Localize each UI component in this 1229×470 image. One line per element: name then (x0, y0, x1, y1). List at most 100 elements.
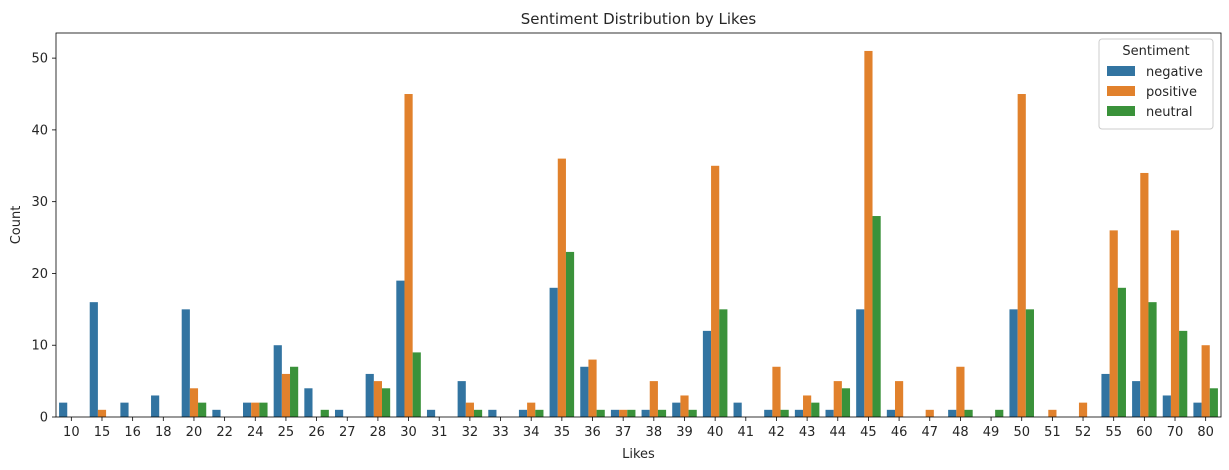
x-tick-label: 15 (94, 425, 111, 440)
x-tick-label: 49 (983, 425, 1000, 440)
bar-negative-32 (457, 381, 466, 417)
bar-positive-55 (1109, 230, 1118, 417)
x-tick-label: 55 (1105, 425, 1122, 440)
bar-negative-15 (89, 302, 98, 417)
bar-positive-25 (281, 373, 291, 417)
bar-negative-30 (396, 280, 405, 417)
bar-neutral-20 (198, 402, 207, 417)
x-tick-label: 18 (155, 425, 172, 440)
bar-neutral-25 (290, 366, 299, 417)
bar-negative-41 (733, 402, 742, 417)
x-tick-label: 32 (462, 425, 479, 440)
x-tick-label: 20 (186, 425, 203, 440)
bar-negative-36 (580, 366, 589, 417)
x-tick-label: 39 (676, 425, 693, 440)
bar-negative-40 (702, 330, 712, 417)
x-tick-label: 60 (1136, 425, 1153, 440)
bar-positive-34 (527, 402, 536, 417)
x-axis-title: Likes (622, 447, 655, 462)
bar-positive-39 (680, 395, 689, 417)
bar-positive-80 (1201, 345, 1210, 417)
legend-label-neutral: neutral (1146, 105, 1193, 120)
x-tick-label: 10 (63, 425, 80, 440)
y-tick-label: 0 (40, 411, 48, 426)
bar-neutral-48 (964, 409, 973, 417)
bar-negative-22 (212, 409, 221, 417)
bar-negative-31 (426, 409, 436, 417)
x-tick-label: 51 (1044, 425, 1061, 440)
bar-negative-46 (886, 409, 896, 417)
x-tick-label: 33 (492, 425, 509, 440)
bar-negative-39 (672, 402, 681, 417)
x-tick-label: 24 (247, 425, 264, 440)
x-tick-label: 40 (707, 425, 724, 440)
bar-negative-43 (794, 409, 804, 417)
x-tick-label: 25 (278, 425, 295, 440)
x-tick-label: 47 (921, 425, 938, 440)
bar-positive-70 (1170, 230, 1180, 417)
x-ticks: 10 15 16 18 20 22 24 25 26 27 28 30 31 32 33 34 35 36 37 38… (63, 417, 1214, 440)
bar-positive-30 (404, 94, 413, 417)
bar-negative-42 (764, 409, 773, 417)
y-tick-label: 40 (31, 123, 48, 138)
bar-negative-37 (610, 409, 620, 417)
bar-neutral-35 (565, 251, 575, 417)
x-tick-label: 26 (308, 425, 325, 440)
bar-positive-45 (864, 50, 873, 417)
bar-negative-80 (1193, 402, 1202, 417)
bar-positive-28 (373, 381, 382, 417)
x-tick-label: 43 (799, 425, 816, 440)
bar-positive-37 (619, 409, 628, 417)
bar-neutral-43 (811, 402, 820, 417)
x-tick-label: 52 (1075, 425, 1092, 440)
bar-neutral-34 (535, 409, 544, 417)
x-tick-label: 22 (216, 425, 233, 440)
bar-positive-46 (895, 381, 904, 417)
bar-neutral-40 (719, 309, 728, 417)
bar-positive-48 (956, 366, 965, 417)
bar-negative-10 (59, 402, 68, 417)
x-tick-label: 34 (523, 425, 540, 440)
bar-positive-35 (557, 158, 566, 418)
bar-positive-38 (649, 381, 658, 417)
bar-negative-70 (1162, 395, 1171, 417)
bar-negative-28 (365, 373, 374, 417)
bar-positive-24 (251, 402, 260, 417)
x-tick-label: 16 (124, 425, 141, 440)
legend-swatch-positive (1107, 86, 1135, 96)
x-tick-label: 28 (370, 425, 387, 440)
x-tick-label: 27 (339, 425, 356, 440)
bar-neutral-70 (1179, 330, 1188, 417)
bar-negative-18 (151, 395, 160, 417)
x-tick-label: 80 (1197, 425, 1214, 440)
bar-positive-51 (1048, 409, 1057, 417)
bar-positive-47 (925, 409, 934, 417)
x-tick-label: 46 (891, 425, 908, 440)
bar-neutral-32 (473, 409, 483, 417)
bar-negative-35 (549, 287, 558, 417)
x-tick-label: 45 (860, 425, 877, 440)
bar-neutral-50 (1025, 309, 1034, 417)
bar-neutral-80 (1209, 388, 1218, 417)
bar-neutral-28 (382, 388, 391, 417)
bar-neutral-45 (872, 216, 881, 417)
bar-positive-36 (588, 359, 597, 417)
bar-positive-15 (97, 409, 107, 417)
bar-neutral-24 (259, 402, 268, 417)
y-tick-label: 20 (31, 267, 48, 282)
bars (59, 50, 1218, 418)
legend-title: Sentiment (1122, 44, 1189, 59)
x-tick-label: 70 (1167, 425, 1184, 440)
legend-swatch-negative (1107, 66, 1135, 76)
bar-neutral-30 (412, 352, 421, 417)
bar-negative-48 (948, 409, 957, 417)
legend-label-negative: negative (1146, 65, 1203, 80)
bar-negative-44 (825, 409, 834, 417)
x-tick-label: 31 (431, 425, 448, 440)
bar-negative-26 (304, 388, 313, 417)
x-tick-label: 37 (615, 425, 632, 440)
bar-negative-27 (334, 409, 344, 417)
bar-neutral-49 (995, 409, 1004, 417)
bar-negative-50 (1009, 309, 1018, 417)
